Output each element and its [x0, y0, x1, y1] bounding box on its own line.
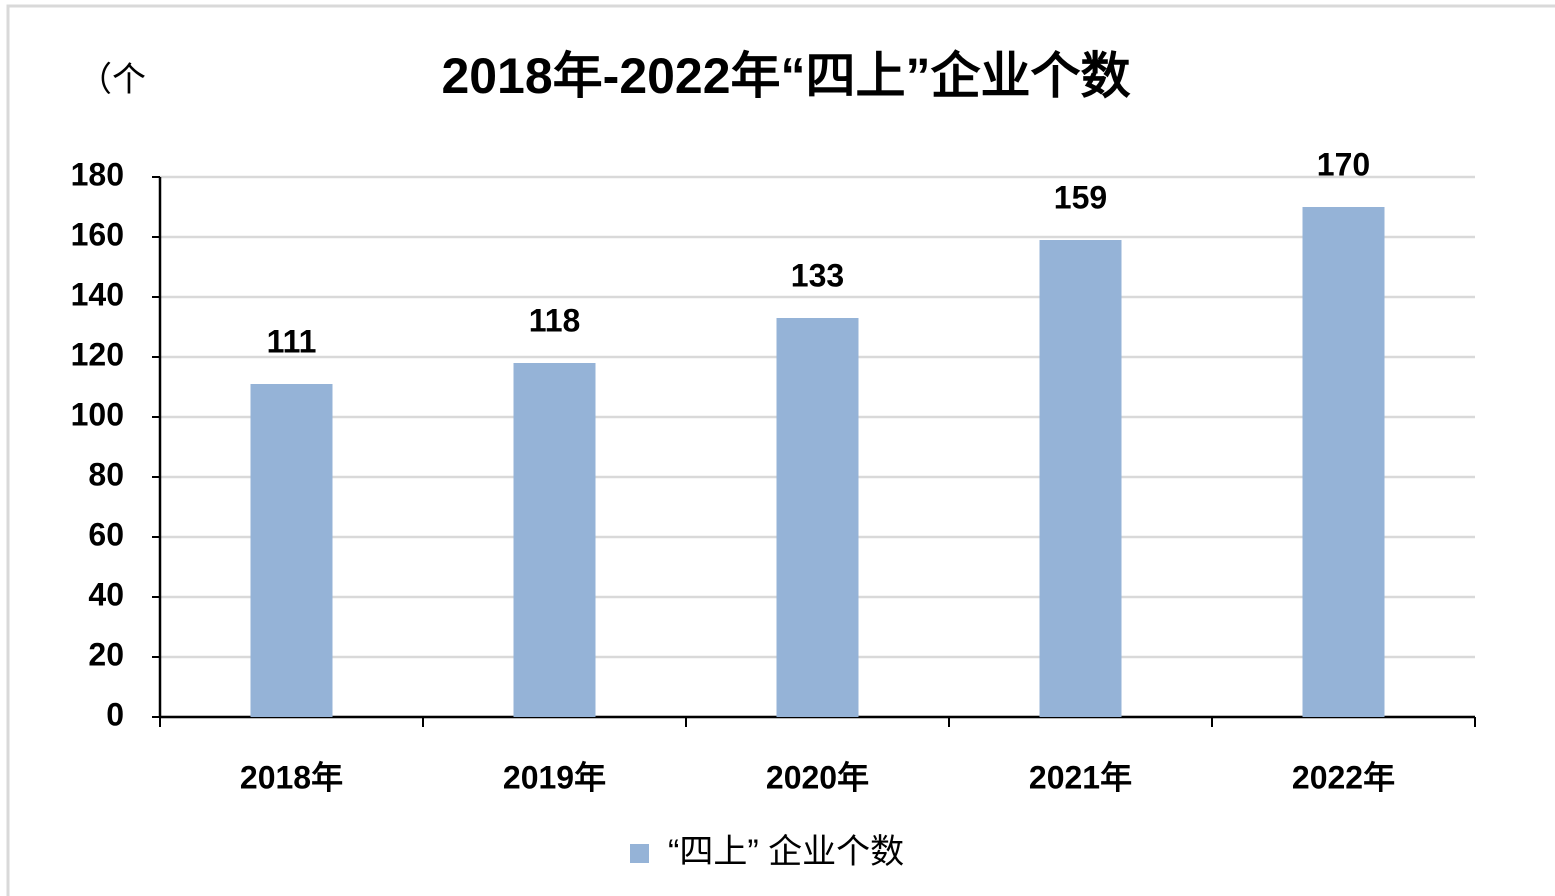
y-tick-label: 40: [88, 576, 124, 612]
y-tick-label: 180: [71, 156, 124, 192]
legend-swatch: [630, 844, 649, 863]
y-tick-label: 60: [88, 516, 124, 552]
bar: [776, 318, 859, 717]
bar: [1039, 240, 1122, 717]
y-tick-label: 100: [71, 396, 124, 432]
bar: [1302, 207, 1385, 717]
x-tick-label: 2022年: [1292, 759, 1395, 795]
y-tick-label: 140: [71, 276, 124, 312]
y-tick-label: 80: [88, 456, 124, 492]
y-tick-label: 20: [88, 636, 124, 672]
y-tick-label: 0: [106, 696, 124, 732]
bar: [513, 363, 596, 717]
data-label: 118: [529, 302, 581, 338]
y-axis-label: （个: [78, 61, 146, 99]
y-tick-label: 120: [71, 336, 124, 372]
y-tick-label: 160: [71, 216, 124, 252]
x-tick-label: 2020年: [766, 759, 869, 795]
legend-label: “四上” 企业个数: [668, 833, 904, 871]
data-label: 111: [267, 323, 317, 359]
x-tick-label: 2018年: [240, 759, 343, 795]
x-tick-label: 2019年: [503, 759, 606, 795]
bar: [250, 384, 333, 717]
data-label: 133: [791, 257, 844, 293]
x-tick-label: 2021年: [1029, 759, 1132, 795]
data-label: 159: [1054, 179, 1107, 215]
data-label: 170: [1317, 146, 1370, 182]
chart-title: 2018年-2022年“四上”企业个数: [441, 48, 1130, 104]
